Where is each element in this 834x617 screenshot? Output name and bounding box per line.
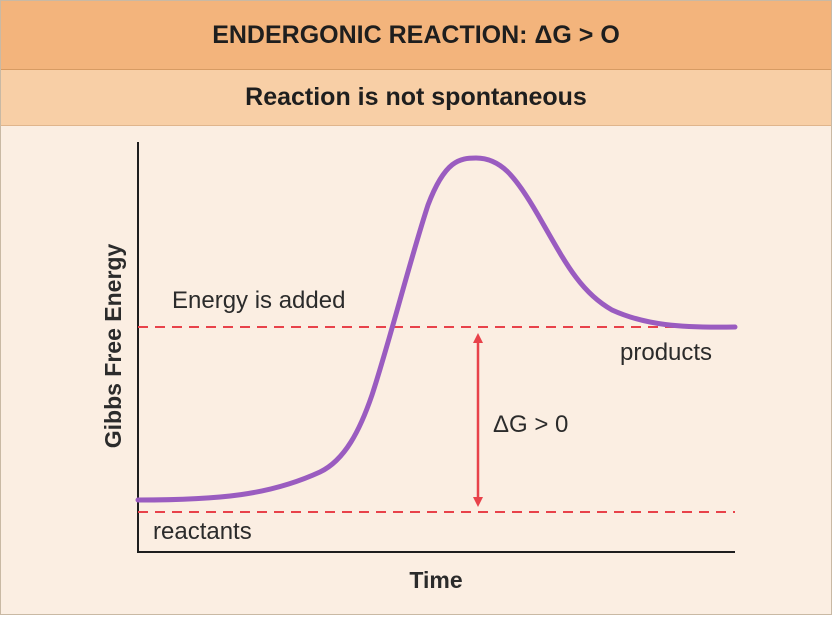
title-prefix: ENDERGONIC REACTION: (212, 20, 535, 49)
delta-g-label: ΔG > 0 (493, 411, 568, 438)
subtitle-bar: Reaction is not spontaneous (1, 70, 831, 126)
title-bar: ENDERGONIC REACTION: ΔG > O (1, 1, 831, 70)
subtitle-text: Reaction is not spontaneous (245, 83, 587, 111)
title-suffix: > O (571, 20, 620, 49)
energy-added-label: Energy is added (172, 287, 345, 314)
delta-g-relation: > 0 (528, 411, 569, 438)
y-axis-label: Gibbs Free Energy (100, 244, 126, 449)
reactants-label: reactants (153, 518, 252, 545)
free-energy-curve (135, 155, 738, 503)
title-delta-g: ΔG (534, 20, 572, 49)
delta-g-symbol: ΔG (493, 411, 528, 438)
products-label: products (620, 339, 712, 366)
x-axis-label: Time (409, 567, 462, 593)
